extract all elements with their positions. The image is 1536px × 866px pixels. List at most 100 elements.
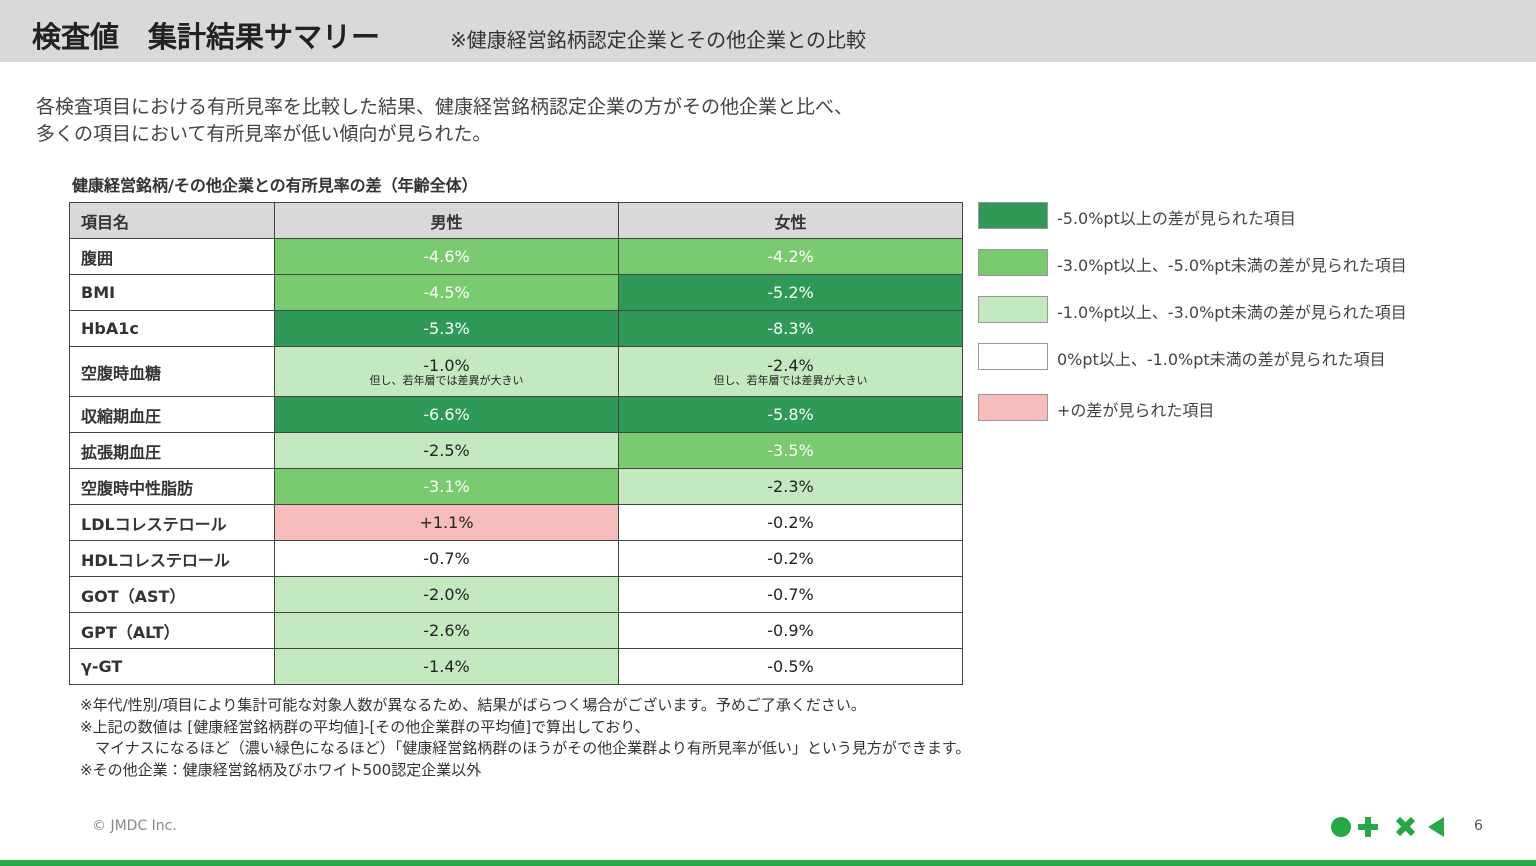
note-line: マイナスになるほど（濃い緑色になるほど）「健康経営銘柄群のほうがその他企業群より… — [80, 739, 971, 757]
cell-value: -8.3% — [767, 319, 814, 338]
column-header: 項目名 — [69, 202, 275, 239]
cell-value: -6.6% — [423, 405, 470, 424]
table-row: 拡張期血圧 -2.5% -3.5% — [69, 432, 963, 469]
value-cell: -5.3% — [274, 310, 619, 347]
value-cell: -5.2% — [618, 274, 963, 311]
table-row: 収縮期血圧 -6.6% -5.8% — [69, 396, 963, 433]
cell-value: -4.5% — [423, 283, 470, 302]
row-label: γ-GT — [69, 648, 275, 685]
row-label: LDLコレステロール — [69, 504, 275, 541]
cell-value: -0.7% — [423, 549, 470, 568]
bottom-bar — [0, 860, 1536, 866]
cell-value: -5.3% — [423, 319, 470, 338]
note-line: ※上記の数値は [健康経営銘柄群の平均値]-[その他企業群の平均値]で算出してお… — [80, 717, 650, 736]
legend-label: 0%pt以上、-1.0%pt未満の差が見られた項目 — [1057, 350, 1386, 369]
copyright: © JMDC Inc. — [92, 818, 177, 834]
cell-value: +1.1% — [419, 513, 474, 532]
subtitle: ※健康経営銘柄認定企業とその他企業との比較 — [450, 28, 866, 52]
legend-swatch — [978, 249, 1048, 276]
cell-value: -5.8% — [767, 405, 814, 424]
value-cell: -4.6% — [274, 238, 619, 275]
value-cell: -0.2% — [618, 540, 963, 577]
row-label: HbA1c — [69, 310, 275, 347]
legend-swatch — [978, 202, 1048, 229]
cell-value: -0.5% — [767, 657, 814, 676]
cell-value: -2.3% — [767, 477, 814, 496]
table-row: 空腹時中性脂肪 -3.1% -2.3% — [69, 468, 963, 505]
table-row: 腹囲 -4.6% -4.2% — [69, 238, 963, 275]
legend-label: -1.0%pt以上、-3.0%pt未満の差が見られた項目 — [1057, 303, 1407, 322]
cell-value: -0.2% — [767, 549, 814, 568]
column-header: 女性 — [618, 202, 963, 239]
note-line: ※年代/性別/項目により集計可能な対象人数が異なるため、結果がばらつく場合がござ… — [80, 696, 866, 714]
value-cell: -5.8% — [618, 396, 963, 433]
note-line: ※その他企業：健康経営銘柄及びホワイト500認定企業以外 — [80, 760, 482, 779]
value-cell: -8.3% — [618, 310, 963, 347]
legend-swatch — [978, 296, 1048, 323]
logo — [1331, 816, 1444, 837]
value-cell: -0.9% — [618, 612, 963, 649]
cell-value: -1.0% — [423, 356, 470, 375]
cell-value: -1.4% — [423, 657, 470, 676]
cell-note: 但し、若年層では差異が大きい — [369, 374, 524, 387]
cell-value: -4.2% — [767, 247, 814, 266]
table-row: LDLコレステロール +1.1% -0.2% — [69, 504, 963, 541]
value-cell: -0.7% — [274, 540, 619, 577]
cell-value: -3.5% — [767, 441, 814, 460]
value-cell: -2.3% — [618, 468, 963, 505]
legend-swatch — [978, 394, 1048, 421]
value-cell: -2.5% — [274, 432, 619, 469]
title: 検査値 集計結果サマリー — [32, 20, 381, 54]
table-row: HbA1c -5.3% -8.3% — [69, 310, 963, 347]
value-cell: -0.5% — [618, 648, 963, 685]
cell-value: -3.1% — [423, 477, 470, 496]
row-label: 空腹時血糖 — [69, 346, 275, 397]
description: 各検査項目における有所見率を比較した結果、健康経営銘柄認定企業の方がその他企業と… — [36, 96, 854, 118]
results-table: 項目名 男性 女性 腹囲 -4.6% -4.2% BMI -4.5% -5.2% HbA1c… — [69, 202, 963, 685]
row-label: 腹囲 — [69, 238, 275, 275]
cell-value: -0.7% — [767, 585, 814, 604]
row-label: 空腹時中性脂肪 — [69, 468, 275, 505]
table-row: 空腹時血糖 -1.0% 但し、若年層では差異が大きい -2.4% 但し、若年層では差異が… — [69, 346, 963, 397]
row-label: BMI — [69, 274, 275, 311]
cell-note: 但し、若年層では差異が大きい — [713, 374, 868, 387]
value-cell: -2.6% — [274, 612, 619, 649]
table-row: BMI -4.5% -5.2% — [69, 274, 963, 311]
table-row: GOT（AST） -2.0% -0.7% — [69, 576, 963, 613]
page-number: 6 — [1474, 818, 1483, 834]
value-cell: -4.2% — [618, 238, 963, 275]
value-cell: -4.5% — [274, 274, 619, 311]
value-cell: -0.2% — [618, 504, 963, 541]
row-label: GOT（AST） — [69, 576, 275, 613]
row-label: HDLコレステロール — [69, 540, 275, 577]
value-cell: -2.0% — [274, 576, 619, 613]
value-cell: -0.7% — [618, 576, 963, 613]
description: 多くの項目において有所見率が低い傾向が見られた。 — [36, 123, 492, 145]
table-row: γ-GT -1.4% -0.5% — [69, 648, 963, 685]
value-cell: +1.1% — [274, 504, 619, 541]
cell-value: -4.6% — [423, 247, 470, 266]
table-caption: 健康経営銘柄/その他企業との有所見率の差（年齢全体） — [72, 176, 478, 195]
table-row: HDLコレステロール -0.7% -0.2% — [69, 540, 963, 577]
cell-value: -0.2% — [767, 513, 814, 532]
cell-value: -0.9% — [767, 621, 814, 640]
cell-value: -2.0% — [423, 585, 470, 604]
column-header: 男性 — [274, 202, 619, 239]
table-row: GPT（ALT） -2.6% -0.9% — [69, 612, 963, 649]
row-label: 拡張期血圧 — [69, 432, 275, 469]
value-cell: -1.0% 但し、若年層では差異が大きい — [274, 346, 619, 397]
cell-value: -5.2% — [767, 283, 814, 302]
row-label: 収縮期血圧 — [69, 396, 275, 433]
cell-value: -2.5% — [423, 441, 470, 460]
cell-value: -2.4% — [767, 356, 814, 375]
value-cell: -3.1% — [274, 468, 619, 505]
legend-label: -5.0%pt以上の差が見られた項目 — [1057, 209, 1296, 228]
row-label: GPT（ALT） — [69, 612, 275, 649]
header-band — [0, 0, 1536, 62]
legend-label: -3.0%pt以上、-5.0%pt未満の差が見られた項目 — [1057, 256, 1407, 275]
value-cell: -6.6% — [274, 396, 619, 433]
cell-value: -2.6% — [423, 621, 470, 640]
value-cell: -1.4% — [274, 648, 619, 685]
value-cell: -3.5% — [618, 432, 963, 469]
